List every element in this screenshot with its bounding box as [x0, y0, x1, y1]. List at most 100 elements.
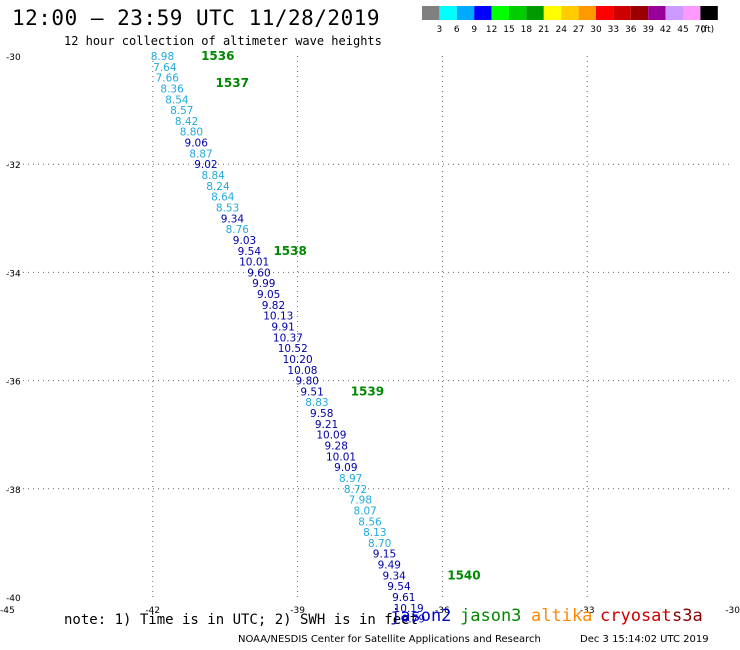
wave-height-point: 8.70 [368, 538, 391, 550]
scale-swatch [422, 6, 440, 20]
scale-label: (ft) [701, 25, 715, 35]
time-label: 1536 [201, 49, 234, 63]
satellite-label-jason3: jason3 [460, 606, 522, 626]
credit-text: NOAA/NESDIS Center for Satellite Applica… [238, 634, 541, 645]
wave-height-point: 9.91 [271, 322, 294, 334]
wave-height-point: 8.56 [358, 516, 382, 528]
scale-label: 18 [521, 25, 533, 35]
wave-height-point: 9.34 [221, 213, 245, 225]
scale-swatch [630, 6, 649, 20]
wave-height-point: 8.42 [175, 116, 198, 128]
time-label: 1540 [447, 568, 480, 582]
footnote: note: 1) Time is in UTC; 2) SWH is in fe… [64, 612, 419, 628]
scale-swatch [596, 6, 614, 20]
scale-label: 39 [642, 25, 654, 35]
wave-height-point: 8.98 [151, 51, 174, 63]
y-tick-label: -36 [6, 378, 21, 388]
page-title: 12:00 – 23:59 UTC 11/28/2019 [12, 6, 381, 30]
wave-height-point: 8.36 [160, 83, 184, 95]
wave-height-point: 8.87 [189, 148, 212, 160]
scale-swatch [543, 6, 562, 20]
wave-height-point: 9.09 [334, 462, 357, 474]
wave-height-point: 9.99 [252, 278, 275, 290]
wave-height-point: 9.79 [402, 614, 425, 626]
scale-label: 24 [555, 25, 567, 35]
satellite-label-cryosat: cryosat [600, 606, 672, 626]
y-tick-label: -38 [6, 486, 21, 496]
wave-height-point: 10.08 [287, 365, 317, 377]
x-tick-label: -39 [290, 606, 305, 616]
wave-height-point: 7.98 [349, 495, 372, 507]
satellite-label-jason2: jason2 [390, 606, 452, 626]
time-label: 1539 [351, 384, 384, 398]
wave-height-point: 8.57 [170, 105, 193, 117]
page-subtitle: 12 hour collection of altimeter wave hei… [64, 34, 382, 48]
scale-swatch [439, 6, 457, 20]
wave-height-point: 8.76 [226, 224, 250, 236]
wave-height-point: 10.37 [273, 332, 303, 344]
wave-height-point: 7.66 [156, 73, 180, 85]
y-tick-label: -40 [6, 594, 21, 604]
wave-height-point: 9.28 [325, 441, 348, 453]
scale-label: 6 [454, 25, 460, 35]
wave-height-point: 9.80 [296, 376, 319, 388]
y-tick-label: -32 [6, 161, 21, 171]
satellite-label-altika: altika [531, 606, 593, 626]
wave-height-point: 9.54 [238, 246, 262, 258]
x-tick-label: -36 [435, 606, 450, 616]
x-tick-label: -33 [580, 606, 595, 616]
x-tick-label: -30 [725, 606, 740, 616]
wave-height-point: 7.64 [153, 62, 177, 74]
scale-label: 27 [573, 25, 584, 35]
scale-label: 15 [503, 25, 514, 35]
wave-height-point: 10.01 [326, 451, 356, 463]
wave-height-point: 9.02 [194, 159, 217, 171]
timestamp-text: Dec 3 15:14:02 UTC 2019 [580, 634, 709, 645]
scale-swatch [648, 6, 666, 20]
scale-swatch [509, 6, 527, 20]
scale-label: 42 [660, 25, 671, 35]
wave-height-point: 9.49 [378, 560, 401, 572]
wave-height-point: 10.13 [263, 311, 293, 323]
x-tick-label: -45 [0, 606, 15, 616]
wave-height-point: 10.09 [316, 430, 346, 442]
wave-height-point: 9.21 [315, 419, 338, 431]
wave-height-point: 9.03 [233, 235, 256, 247]
scale-label: 70 [695, 25, 707, 35]
wave-height-point: 9.34 [382, 570, 406, 582]
wave-height-point: 8.13 [363, 527, 386, 539]
wave-height-point: 10.19 [394, 603, 424, 615]
scale-swatch [491, 6, 509, 20]
scale-label: 12 [486, 25, 497, 35]
wave-height-point: 10.20 [283, 354, 313, 366]
wave-height-point: 9.61 [392, 592, 415, 604]
scale-label: 21 [538, 25, 549, 35]
scale-swatch [665, 6, 683, 20]
scale-label: 33 [608, 25, 619, 35]
scale-swatch [561, 6, 579, 20]
scale-swatch [474, 6, 492, 20]
wave-height-point: 10.52 [278, 343, 308, 355]
y-tick-label: -34 [6, 269, 21, 279]
wave-height-point: 8.24 [206, 181, 230, 193]
time-label: 1537 [216, 76, 249, 90]
wave-height-point: 8.80 [180, 127, 203, 139]
wave-height-point: 8.53 [216, 202, 239, 214]
wave-height-point: 9.58 [310, 408, 333, 420]
satellite-label-s3a: s3a [672, 606, 703, 626]
wave-height-point: 8.97 [339, 473, 362, 485]
wave-height-point: 8.54 [165, 94, 189, 106]
wave-height-point: 9.82 [262, 300, 285, 312]
scale-swatch [526, 6, 544, 20]
wave-height-point: 8.72 [344, 484, 367, 496]
scale-swatch [700, 6, 718, 20]
scale-label: 3 [437, 25, 443, 35]
scale-swatch [613, 6, 631, 20]
wave-height-point: 9.06 [185, 138, 209, 150]
wave-height-point: 8.83 [305, 397, 328, 409]
color-scale-legend: 3 6 9 12 15 18 21 24 27 30 33 36 39 42 45 70(ft) [422, 6, 718, 35]
scale-label: 36 [625, 25, 637, 35]
scale-swatch [683, 6, 701, 20]
x-tick-label: -42 [145, 606, 160, 616]
